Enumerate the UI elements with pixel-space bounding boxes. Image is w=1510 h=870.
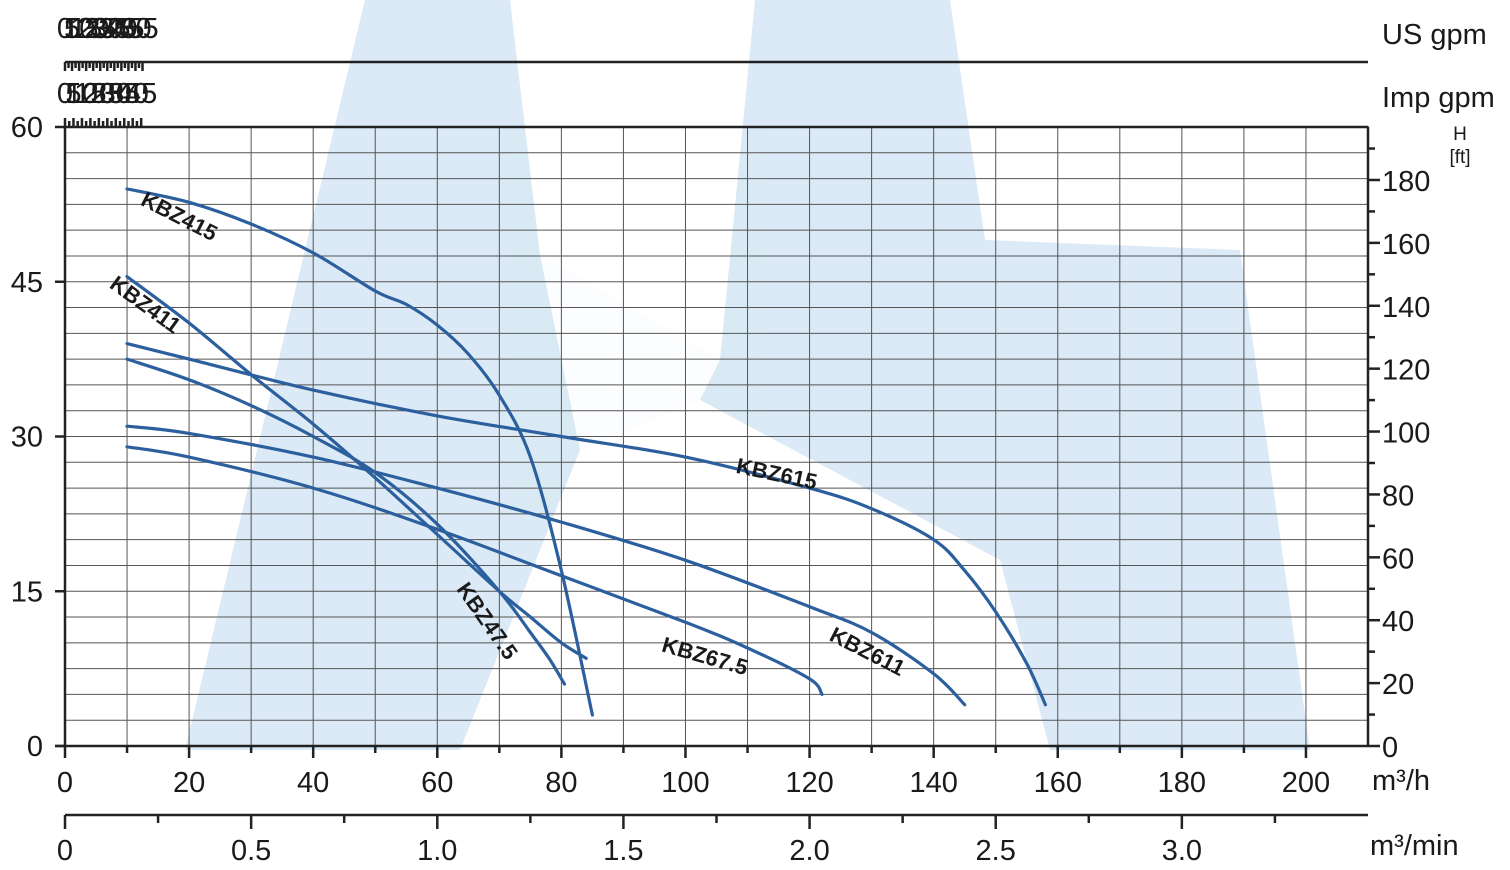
m3h-tick-label: 100	[661, 767, 709, 799]
m3h-tick-label: 120	[785, 767, 833, 799]
usgpm-tick-label: 35	[98, 13, 130, 45]
usgpm-tick-label: 5	[64, 13, 80, 45]
impgpm-tick-label: 30	[100, 78, 132, 110]
usgpm-tick-label: 25	[84, 13, 116, 45]
impgpm-tick-label: 40	[117, 78, 149, 110]
impgpm-tick-label: 35	[108, 78, 140, 110]
curve-kbz415	[125, 187, 594, 717]
head-ft-tick-label: 40	[1382, 606, 1414, 638]
usgpm-tick-label: 30	[91, 13, 123, 45]
m3h-tick-label: 40	[297, 767, 329, 799]
head-m-tick-label: 60	[11, 112, 43, 144]
curve-label-kbz67-5: KBZ67.5	[659, 632, 751, 680]
m3min-tick-label: 1.5	[603, 835, 643, 865]
curve-kbz67-5	[125, 445, 824, 696]
head-ft-tick-label: 160	[1382, 229, 1430, 261]
m3h-tick-label: 180	[1158, 767, 1206, 799]
m3h-tick-label: 200	[1282, 767, 1330, 799]
head-ft-axis-unit: [ft]	[1449, 147, 1470, 168]
usgpm-tick-label: 20	[77, 13, 109, 45]
impgpm-tick-label: 25	[91, 78, 123, 110]
m3min-tick-label: 3.0	[1162, 835, 1202, 865]
curve-kbz615	[125, 342, 1047, 707]
curve-kbz411	[125, 275, 588, 660]
usgpm-tick-label: 45	[112, 13, 144, 45]
m3h-tick-label: 160	[1034, 767, 1082, 799]
impgpm-tick-label: 20	[83, 78, 115, 110]
impgpm-tick-label: 10	[66, 78, 98, 110]
impgpm-tick-label: 0	[57, 78, 73, 110]
head-ft-tick-label: 80	[1382, 480, 1414, 512]
head-ft-tick-label: 140	[1382, 292, 1430, 324]
curve-kbz47-5	[125, 357, 567, 686]
impgpm-tick-label: 5	[65, 78, 81, 110]
head-m-tick-label: 30	[11, 422, 43, 454]
curves	[125, 187, 1047, 717]
curve-kbz611	[125, 424, 967, 707]
impgpm-tick-label: 15	[74, 78, 106, 110]
head-ft-axis-label: H	[1453, 124, 1467, 145]
m3h-tick-label: 0	[57, 767, 73, 799]
m3min-axis-label: m³/min	[1370, 830, 1459, 862]
head-ft-tick-label: 120	[1382, 355, 1430, 387]
head-ft-tick-label: 20	[1382, 669, 1414, 701]
head-m-tick-label: 15	[11, 576, 43, 608]
m3min-tick-label: 0	[57, 835, 73, 865]
usgpm-tick-label: 40	[105, 13, 137, 45]
m3min-tick-label: 2.0	[789, 835, 829, 865]
m3h-tick-label: 80	[545, 767, 577, 799]
head-ft-tick-label: 0	[1382, 732, 1398, 764]
usgpm-tick-label: 15	[70, 13, 102, 45]
m3h-tick-label: 20	[173, 767, 205, 799]
usgpm-axis-label: US gpm	[1382, 19, 1487, 51]
head-ft-tick-label: 100	[1382, 418, 1430, 450]
impgpm-tick-label: 45	[125, 78, 157, 110]
m3h-axis-label: m³/h	[1372, 765, 1430, 797]
grid	[64, 126, 1369, 747]
head-m-tick-label: 0	[27, 731, 43, 763]
curve-label-kbz411: KBZ411	[105, 271, 185, 339]
m3h-tick-label: 140	[909, 767, 957, 799]
m3h-tick-label: 60	[421, 767, 453, 799]
m3min-tick-label: 2.5	[976, 835, 1016, 865]
impgpm-axis-label: Imp gpm	[1382, 82, 1495, 114]
head-m-tick-label: 45	[11, 267, 43, 299]
m3min-tick-label: 1.0	[417, 835, 457, 865]
head-ft-tick-label: 60	[1382, 543, 1414, 575]
usgpm-tick-label: 10	[63, 13, 95, 45]
m3min-tick-label: 0.5	[231, 835, 271, 865]
usgpm-tick-label: 0	[57, 13, 73, 45]
usgpm-tick-label: 50	[119, 13, 151, 45]
head-ft-tick-label: 180	[1382, 166, 1430, 198]
usgpm-tick-label: 55	[126, 13, 158, 45]
curve-label-kbz415: KBZ415	[137, 187, 221, 246]
